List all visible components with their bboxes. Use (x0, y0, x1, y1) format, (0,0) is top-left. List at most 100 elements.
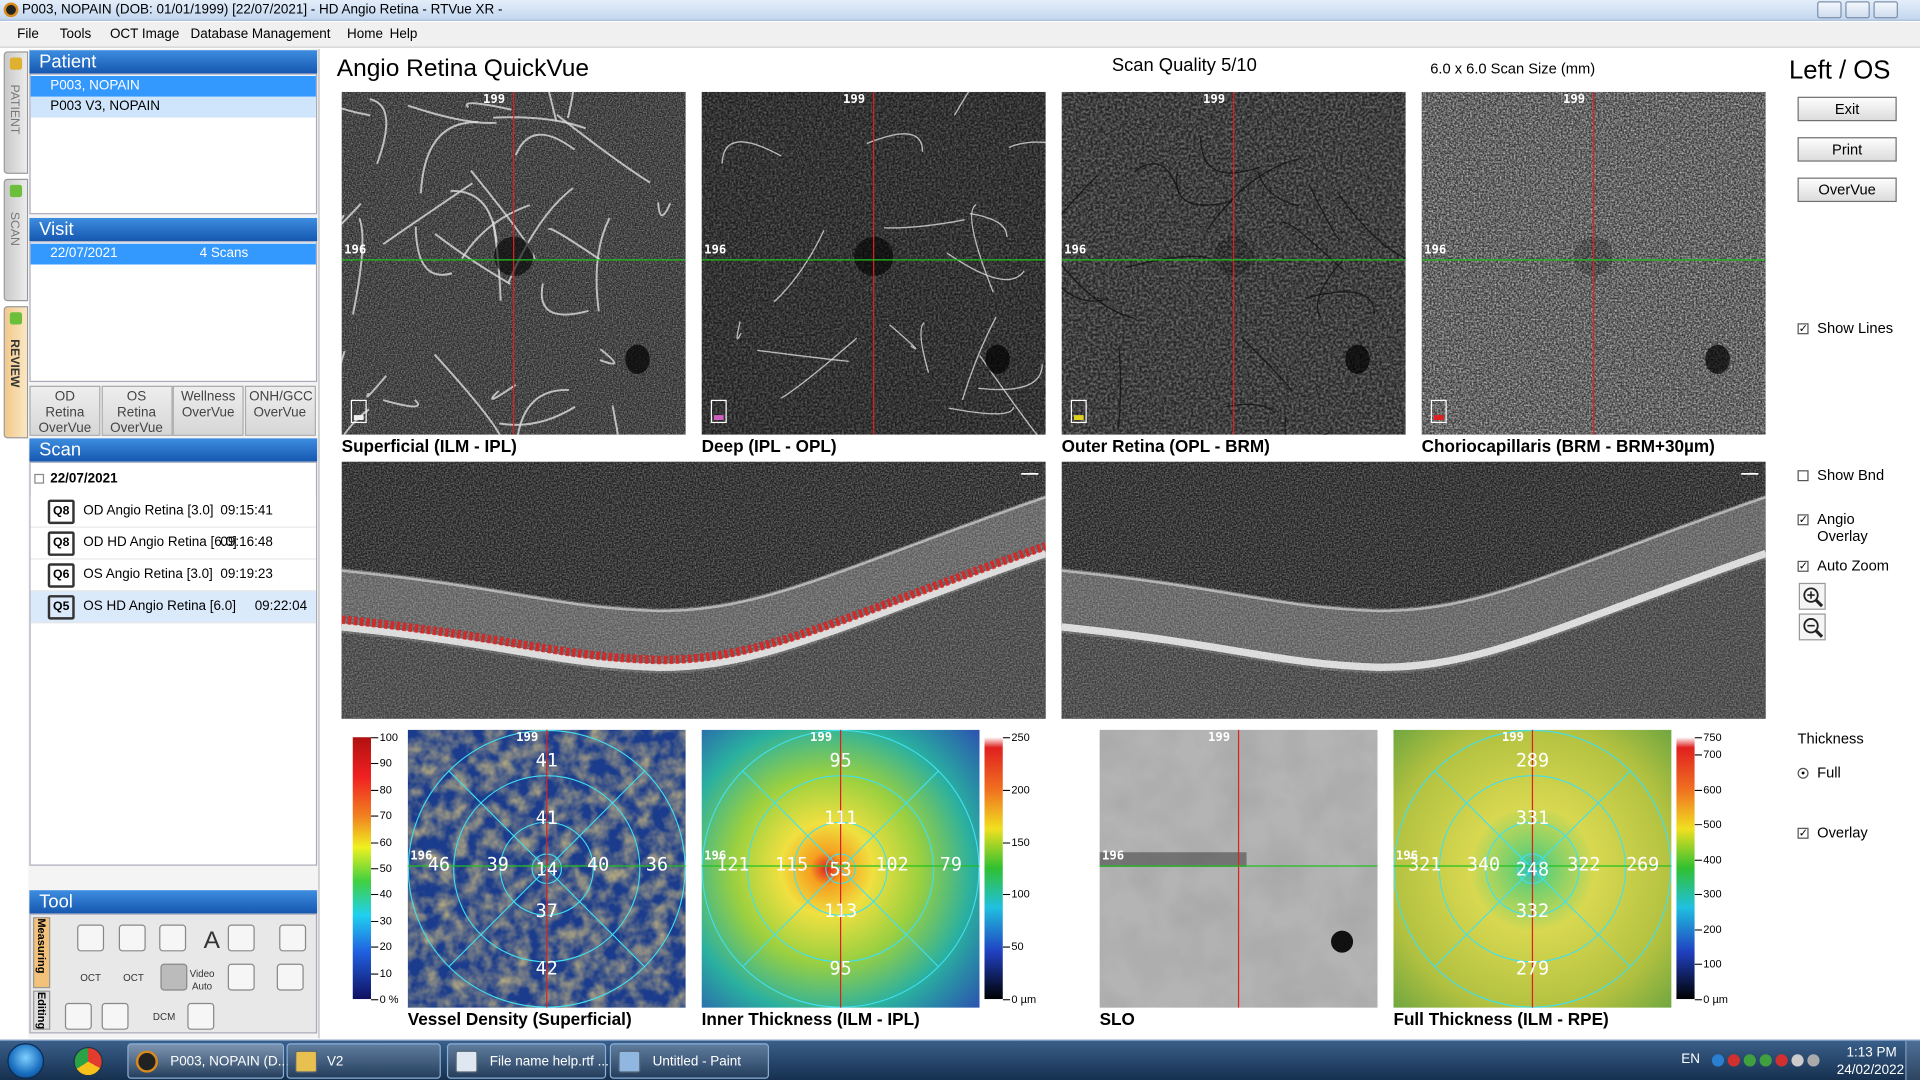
tray-icon[interactable] (1791, 1054, 1804, 1067)
panel-header: Scan (29, 438, 318, 462)
vessel (540, 283, 589, 316)
side-tab[interactable]: PATIENT (3, 51, 29, 174)
radio-button[interactable]: • (1797, 767, 1809, 779)
vessel (1199, 137, 1261, 174)
scan-time: 09:16:48 (220, 535, 273, 550)
taskbar-item[interactable]: File name help.rtf ... (446, 1043, 609, 1079)
tray-icon[interactable] (1711, 1054, 1725, 1067)
sector-value: 111 (824, 806, 858, 829)
side-tab[interactable]: REVIEW (3, 306, 29, 439)
show-desktop[interactable] (1905, 1040, 1920, 1080)
tray-icon[interactable] (1727, 1054, 1740, 1067)
tool-icon[interactable] (77, 924, 105, 952)
tool-icon[interactable] (187, 1002, 215, 1030)
tray-icon[interactable] (1743, 1054, 1756, 1067)
tree-toggle[interactable] (34, 473, 45, 484)
report-tab[interactable]: OD Retina OverVue (29, 385, 101, 436)
language-indicator[interactable]: EN (1681, 1051, 1700, 1067)
scan-item[interactable]: Q5 OS HD Angio Retina [6.0] 09:22:04 (30, 591, 316, 624)
tool-icon[interactable] (276, 963, 304, 991)
side-tab[interactable]: SCAN (3, 178, 29, 302)
scan-item[interactable]: Q8 OD Angio Retina [3.0] 09:15:41 (30, 495, 316, 528)
tool-icon[interactable] (101, 1002, 129, 1030)
scan-size: 6.0 x 6.0 Scan Size (mm) (1430, 60, 1596, 78)
tool-icon-label[interactable]: Video Auto (189, 968, 215, 992)
action-button[interactable]: Print (1797, 137, 1897, 162)
tool-icon[interactable] (227, 924, 255, 952)
tool-icon[interactable] (160, 963, 188, 991)
vessel (1338, 193, 1406, 259)
scale-tick (371, 946, 379, 948)
action-button[interactable]: Exit (1797, 96, 1897, 122)
angio-image (701, 91, 1046, 435)
tool-icon-label[interactable]: OCT (80, 972, 101, 984)
scale-tick-label: 400 (1703, 853, 1722, 866)
side-tab-icon (9, 57, 23, 70)
report-tab[interactable]: ONH/GCC OverVue (244, 385, 316, 436)
vessel (721, 141, 782, 164)
taskbar-icon (618, 1050, 641, 1073)
checkbox[interactable]: ✓ (1797, 826, 1809, 839)
tool-icon[interactable] (64, 1002, 92, 1030)
tool-icon[interactable] (118, 924, 146, 952)
menu-item[interactable]: Help (389, 26, 418, 42)
minimize-button[interactable] (1817, 1, 1842, 19)
tray-icon[interactable] (1807, 1054, 1820, 1067)
tool-tab[interactable]: Editing (33, 990, 51, 1030)
checkbox[interactable]: ✓ (1797, 559, 1809, 572)
chrome-icon[interactable] (73, 1046, 103, 1077)
tool-icon[interactable] (279, 924, 307, 952)
taskbar-item[interactable]: P003, NOPAIN (D... (127, 1043, 289, 1079)
menu-item[interactable]: Home (347, 26, 383, 42)
scan-line-label: 196 (410, 850, 433, 864)
zoom-in-button[interactable] (1798, 582, 1826, 610)
spot (1345, 344, 1370, 374)
checkbox[interactable]: ✓ (1797, 513, 1809, 526)
tool-icon[interactable] (227, 963, 255, 991)
menu-item[interactable]: File (17, 26, 39, 42)
start-button[interactable] (7, 1043, 45, 1079)
taskbar: P003, NOPAIN (D... V2 File name help.rtf .… (0, 1039, 1920, 1080)
action-button[interactable]: OverVue (1797, 177, 1897, 203)
scale-tick-label: 90 (379, 757, 392, 770)
image-caption: Choriocapillaris (BRM - BRM+30µm) (1421, 435, 1715, 456)
option-group-label: Thickness (1797, 729, 1864, 747)
zoom-out-button[interactable] (1798, 613, 1826, 641)
vessel (920, 322, 930, 373)
patient-item[interactable]: P003, NOPAIN (30, 75, 316, 97)
taskbar-item[interactable]: Untitled - Paint (609, 1043, 769, 1079)
close-button[interactable] (1873, 1, 1898, 19)
menu-item[interactable]: OCT Image (109, 26, 180, 42)
sector-value: 95 (829, 956, 852, 979)
report-tab[interactable]: OS Retina OverVue (101, 385, 173, 436)
sector-value: 321 (1408, 852, 1442, 875)
tool-icon-label[interactable]: DCM (152, 1011, 176, 1023)
scale-tick (1002, 841, 1011, 844)
tool-icon-label[interactable]: OCT (123, 972, 144, 984)
tray-icon[interactable] (1775, 1054, 1788, 1067)
scale-tick (371, 737, 379, 739)
clock-date[interactable]: 24/02/2022 (1836, 1062, 1905, 1078)
checkbox[interactable] (1797, 470, 1809, 482)
vessel (369, 98, 388, 165)
scale-tick-label: 70 (379, 809, 392, 822)
scan-item[interactable]: Q8 OD HD Angio Retina [6.0] 09:16:48 (30, 527, 316, 560)
tool-icon-label[interactable]: A (203, 926, 221, 954)
vessel (948, 406, 1015, 415)
scan-line-label: 199 (516, 731, 539, 745)
scan-item[interactable]: Q6 OS Angio Retina [3.0] 09:19:23 (30, 559, 316, 592)
taskbar-item[interactable]: V2 (286, 1043, 441, 1079)
maximize-button[interactable] (1845, 1, 1870, 19)
checkbox[interactable]: ✓ (1797, 322, 1809, 335)
scale-tick (371, 815, 379, 817)
menu-item[interactable]: Tools (59, 26, 92, 42)
report-tab[interactable]: Wellness OverVue (172, 385, 244, 436)
tool-tab[interactable]: Measuring (33, 917, 51, 989)
tray-icon[interactable] (1759, 1054, 1772, 1067)
clock-time[interactable]: 1:13 PM (1846, 1045, 1897, 1061)
menu-item[interactable]: Database Management (190, 26, 331, 42)
tool-icon[interactable] (159, 924, 187, 952)
patient-item[interactable]: P003 V3, NOPAIN (30, 96, 316, 118)
visit-row[interactable]: 22/07/2021 4 Scans (30, 243, 316, 265)
color-scale-bar (352, 737, 372, 1000)
